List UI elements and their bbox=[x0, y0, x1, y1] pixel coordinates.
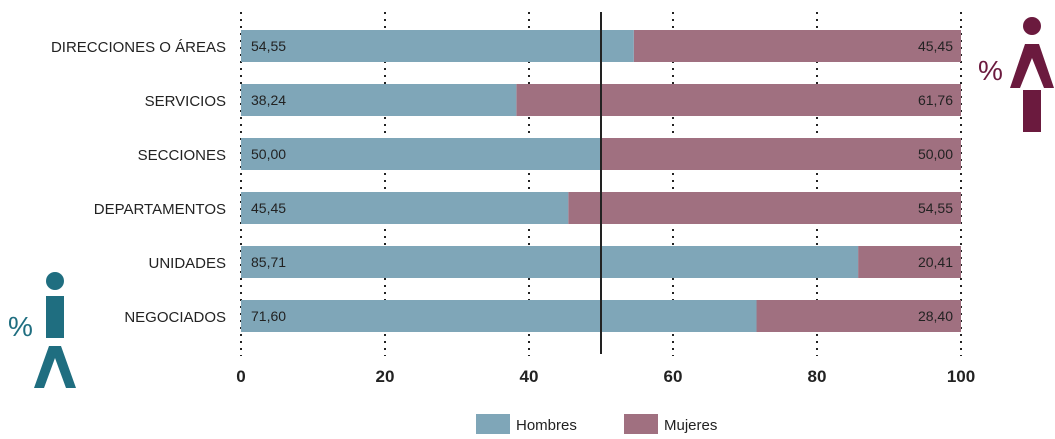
bar-mujeres-departamentos bbox=[568, 192, 961, 224]
female-percent-sign: % bbox=[978, 55, 1003, 86]
bar-hombres-servicios bbox=[241, 84, 517, 116]
bar-hombres-negociados bbox=[241, 300, 757, 332]
legend-swatch-hombres bbox=[476, 414, 510, 434]
bar-mujeres-unidades bbox=[858, 246, 961, 278]
x-tick-label: 0 bbox=[236, 367, 245, 386]
x-tick-label: 20 bbox=[376, 367, 395, 386]
x-tick-label: 80 bbox=[808, 367, 827, 386]
value-label-mujeres: 54,55 bbox=[918, 200, 953, 216]
category-label: NEGOCIADOS bbox=[124, 309, 226, 326]
value-label-hombres: 38,24 bbox=[251, 92, 286, 108]
bar-group: 54,55 45,45 38,24 61,76 50,00 50,00 45,45 54,55… bbox=[241, 30, 961, 332]
category-label: UNIDADES bbox=[148, 255, 226, 272]
value-label-mujeres: 50,00 bbox=[918, 146, 953, 162]
value-label-hombres: 71,60 bbox=[251, 308, 286, 324]
bar-hombres-unidades bbox=[241, 246, 859, 278]
value-label-mujeres: 20,41 bbox=[918, 254, 953, 270]
bar-mujeres-negociados bbox=[756, 300, 961, 332]
value-label-hombres: 85,71 bbox=[251, 254, 286, 270]
category-label: SECCIONES bbox=[138, 147, 226, 164]
category-label: DIRECCIONES O ÁREAS bbox=[51, 39, 226, 56]
x-tick-label: 60 bbox=[664, 367, 683, 386]
value-label-hombres: 45,45 bbox=[251, 200, 286, 216]
bar-mujeres-servicios bbox=[516, 84, 961, 116]
x-tick-label: 40 bbox=[520, 367, 539, 386]
category-label: SERVICIOS bbox=[145, 93, 226, 110]
male-percent-sign: % bbox=[8, 311, 33, 342]
value-label-mujeres: 28,40 bbox=[918, 308, 953, 324]
legend: Hombres Mujeres bbox=[476, 414, 717, 434]
bar-hombres-secciones bbox=[241, 138, 601, 170]
bar-mujeres-secciones bbox=[601, 138, 961, 170]
value-label-mujeres: 61,76 bbox=[918, 92, 953, 108]
legend-label-mujeres: Mujeres bbox=[664, 417, 717, 434]
bar-hombres-direcciones-o-areas bbox=[241, 30, 634, 62]
legend-label-hombres: Hombres bbox=[516, 417, 577, 434]
value-label-hombres: 54,55 bbox=[251, 38, 286, 54]
bar-hombres-departamentos bbox=[241, 192, 569, 224]
category-label: DEPARTAMENTOS bbox=[94, 201, 226, 218]
bar-mujeres-direcciones-o-areas bbox=[633, 30, 961, 62]
female-person-icon: % bbox=[978, 17, 1054, 132]
category-labels: DIRECCIONES O ÁREAS SERVICIOS SECCIONES DEP… bbox=[51, 39, 226, 326]
legend-swatch-mujeres bbox=[624, 414, 658, 434]
x-tick-label: 100 bbox=[947, 367, 975, 386]
grid-lines bbox=[240, 12, 962, 356]
male-person-icon: % bbox=[8, 272, 76, 388]
x-tick-labels: 0 20 40 60 80 100 bbox=[236, 367, 975, 386]
value-label-hombres: 50,00 bbox=[251, 146, 286, 162]
value-label-mujeres: 45,45 bbox=[918, 38, 953, 54]
